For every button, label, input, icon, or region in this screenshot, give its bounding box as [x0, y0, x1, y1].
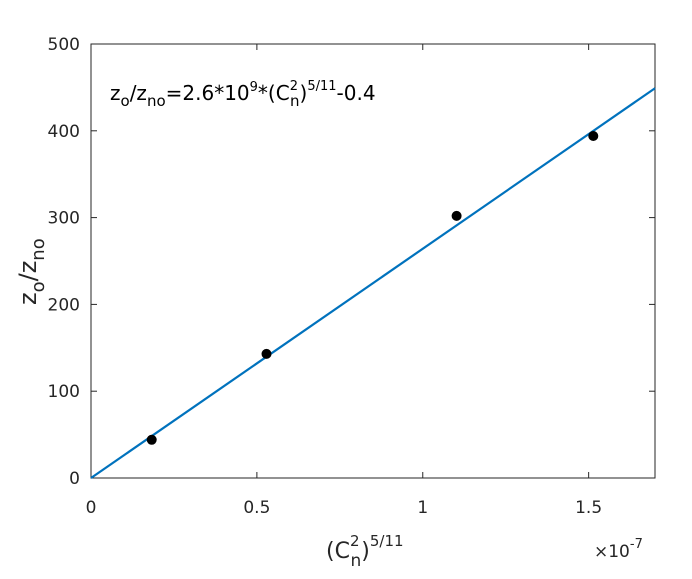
data-point: [261, 348, 272, 359]
xl-part: 2: [350, 532, 360, 550]
xl-part: (C: [326, 539, 350, 564]
ann-part: z: [110, 81, 121, 105]
ann-part: no: [147, 92, 166, 110]
x-tick-label: 0: [86, 498, 97, 518]
exp-part: -7: [630, 537, 643, 552]
fit-line: [90, 87, 656, 479]
exp-part: ×10: [594, 542, 630, 562]
x-axis-label: (C2 n)5/11: [326, 532, 404, 571]
ann-part: =2.6*10: [166, 81, 250, 105]
xl-part: n: [351, 551, 362, 571]
y-tick-label: 400: [48, 122, 80, 142]
plot-box: [90, 43, 656, 479]
yl-part: no: [28, 238, 49, 260]
x-exponent: ×10-7: [594, 537, 643, 562]
y-axis-label: zo/zno: [14, 238, 49, 305]
ann-part: 2: [290, 79, 298, 94]
x-tick-label: 1.5: [575, 498, 602, 518]
ann-part: -0.4: [337, 81, 376, 105]
data-point: [588, 131, 599, 142]
y-tick-label: 100: [48, 382, 80, 402]
ann-part: o: [121, 92, 130, 110]
y-tick-label: 0: [69, 469, 80, 489]
ann-part: n: [290, 92, 300, 110]
yl-part: z: [14, 292, 42, 305]
annotation: zo/zno=2.6*109*(C2 n)5/11-0.4: [110, 79, 376, 110]
x-tick-label: 0.5: [243, 498, 270, 518]
ann-part: 5/11: [307, 79, 336, 94]
y-tick-label: 200: [48, 295, 80, 315]
yl-part: o: [28, 281, 49, 292]
data-point: [451, 210, 462, 221]
ann-part: ): [300, 81, 308, 105]
yl-part: /z: [14, 261, 42, 282]
data-point: [146, 434, 157, 445]
y-tick-label: 300: [48, 209, 80, 229]
ann-part: 9: [250, 80, 258, 95]
xl-part: ): [361, 539, 370, 564]
x-tick-label: 1: [417, 498, 428, 518]
ann-part: /z: [130, 81, 147, 105]
xl-part: 5/11: [370, 532, 404, 550]
y-tick-label: 500: [48, 35, 80, 55]
ann-part: *(C: [258, 81, 290, 105]
